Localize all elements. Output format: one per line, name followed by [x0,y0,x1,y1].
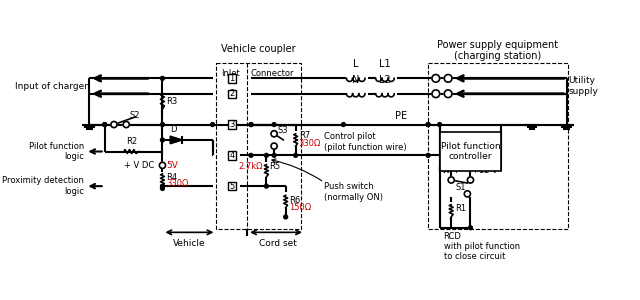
Circle shape [161,184,164,188]
Text: 2.7kΩ: 2.7kΩ [238,162,262,171]
Text: R3: R3 [166,97,177,106]
Circle shape [444,74,452,82]
Text: 330Ω: 330Ω [299,139,321,148]
Text: Input of charger: Input of charger [15,82,88,91]
Text: +12 V: +12 V [472,166,498,175]
Text: Vehicle coupler: Vehicle coupler [221,44,296,54]
Circle shape [272,123,276,127]
Text: L: L [353,59,358,69]
Circle shape [432,90,440,98]
Bar [227,120,236,129]
Polygon shape [170,136,182,144]
Circle shape [249,123,253,127]
Text: PWM: PWM [437,166,458,175]
Text: Proximity detection
logic: Proximity detection logic [2,176,84,196]
Circle shape [103,123,107,127]
Text: N: N [352,74,360,85]
Text: 1: 1 [229,74,234,83]
Text: 4: 4 [229,151,234,160]
Text: S2: S2 [129,111,140,120]
Bar [227,74,236,82]
Text: Pilot function
logic: Pilot function logic [29,142,84,161]
Text: Push switch
(normally ON): Push switch (normally ON) [324,182,383,202]
Circle shape [284,215,287,219]
Circle shape [426,123,430,127]
Text: 2: 2 [229,89,234,98]
Text: Vehicle: Vehicle [173,238,205,247]
Text: R2: R2 [126,137,137,146]
Circle shape [432,74,440,82]
Text: R6: R6 [289,196,300,205]
Circle shape [468,226,472,230]
Text: R7: R7 [299,131,310,140]
Text: PE: PE [395,111,407,121]
Text: Cord set: Cord set [259,238,297,247]
Circle shape [342,123,346,127]
Circle shape [161,187,164,190]
Bar [440,132,501,171]
Text: R1: R1 [455,204,466,213]
Circle shape [426,123,430,127]
Text: Power supply equipment
(charging station): Power supply equipment (charging station… [437,40,558,62]
Text: + V DC: + V DC [125,161,155,170]
Circle shape [249,153,253,157]
Text: R4: R4 [166,173,177,182]
Text: S3: S3 [278,126,289,135]
Text: 150Ω: 150Ω [289,203,311,212]
Text: Control pilot
(pilot function wire): Control pilot (pilot function wire) [324,132,407,152]
Circle shape [271,131,277,137]
Circle shape [272,153,276,157]
Circle shape [426,153,430,157]
Circle shape [467,177,474,183]
Text: 330Ω: 330Ω [166,179,189,188]
Bar [227,151,236,160]
Circle shape [448,177,454,183]
Circle shape [211,123,214,127]
Bar [227,89,236,98]
Circle shape [161,138,164,142]
Circle shape [123,122,129,128]
Circle shape [444,90,452,98]
Circle shape [438,123,442,127]
Text: Utility
supply: Utility supply [568,76,598,96]
Text: 5V: 5V [166,161,178,170]
Text: Inlet: Inlet [221,69,239,78]
Circle shape [159,162,166,168]
Text: Pilot function
controller: Pilot function controller [440,142,500,161]
Bar [227,182,236,190]
Text: RCD
with pilot function
to close circuit: RCD with pilot function to close circuit [444,232,520,261]
Circle shape [264,184,268,188]
Circle shape [294,153,298,157]
Text: 5: 5 [229,182,234,191]
Text: L2: L2 [379,74,391,85]
Text: D: D [170,125,177,134]
Text: R5: R5 [269,162,280,171]
Bar [428,63,568,229]
Circle shape [111,122,117,128]
Circle shape [103,123,107,127]
Text: Connector: Connector [251,69,294,78]
Text: 3: 3 [229,120,234,129]
Text: L1: L1 [379,59,391,69]
Circle shape [161,123,164,127]
Circle shape [264,153,268,157]
Circle shape [464,191,470,197]
Circle shape [249,123,253,127]
Circle shape [271,143,277,149]
Circle shape [161,76,164,80]
Text: S1: S1 [456,183,466,192]
Bar [216,63,301,229]
